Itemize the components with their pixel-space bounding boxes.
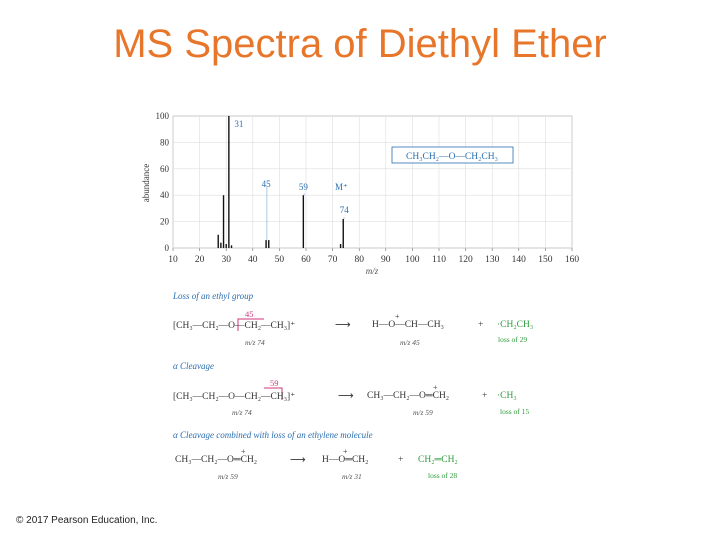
slide-title: MS Spectra of Diethyl Ether: [113, 22, 607, 66]
x-tick-label: 130: [485, 255, 500, 265]
mech1-plus: +: [478, 320, 484, 330]
x-tick-label: 110: [432, 255, 446, 265]
mech3-reactant-charge: +: [241, 447, 246, 456]
mech1-cut-label: 45: [245, 309, 254, 319]
x-tick-label: 90: [381, 255, 391, 265]
y-tick-label: 100: [156, 111, 170, 121]
y-tick-label: 60: [160, 164, 170, 174]
mech2-cut-bracket: [264, 387, 283, 400]
mech3-product: H—O═CH₂: [322, 455, 369, 465]
mech2-heading: α Cleavage: [173, 361, 214, 371]
chart-grid: [172, 115, 573, 251]
x-tick-label: 60: [301, 255, 311, 265]
mech1-product-mz: m/z 45: [400, 338, 420, 347]
peak-label: 45: [262, 179, 272, 189]
x-tick-label: 120: [458, 255, 473, 265]
mech3-neutral: CH₂═CH₂: [418, 455, 458, 465]
mech1-reactant: [CH₃—CH₂—O—CH₂—CH₃]⁺: [173, 321, 296, 331]
x-tick-label: 150: [538, 255, 553, 265]
mech2-loss: loss of 15: [500, 407, 530, 416]
mech1-product: H—O—CH—CH₃: [372, 320, 444, 330]
x-tick-label: 80: [354, 255, 364, 265]
x-tick-label: 160: [565, 255, 580, 265]
y-tick-label: 0: [165, 243, 170, 253]
mech1-reactant-mz: m/z 74: [245, 338, 265, 347]
y-tick-label: 20: [160, 217, 170, 227]
y-tick-label: 80: [160, 137, 170, 147]
x-tick-label: 100: [405, 255, 420, 265]
mech2-radical: ·CH₃: [497, 391, 517, 401]
mech2-product-mz: m/z 59: [413, 408, 433, 417]
peak-label: 74: [340, 205, 350, 215]
mech3-plus: +: [398, 455, 404, 465]
mech1-radical: ·CH₂CH₃: [497, 320, 534, 330]
x-tick-label: 40: [248, 255, 258, 265]
structure-box: [391, 146, 514, 164]
copyright-notice: © 2017 Pearson Education, Inc.: [16, 515, 158, 526]
mech1-heading: Loss of an ethyl group: [173, 291, 254, 301]
peak-label: 59: [299, 182, 309, 192]
mech3-product-mz: m/z 31: [342, 472, 362, 481]
mech3-reactant-mz: m/z 59: [218, 472, 238, 481]
mech3-product-charge: +: [343, 447, 348, 456]
y-axis-label: abundance: [141, 164, 151, 202]
mech2-product: CH₃—CH₂—O═CH₂: [367, 391, 450, 401]
peak-labels: 31 45 59 74: [234, 119, 350, 241]
mech2-product-charge: +: [433, 383, 438, 392]
mech1-arrow-icon: ⟶: [335, 318, 351, 331]
mech2-plus: +: [482, 391, 488, 401]
mech2-reactant-mz: m/z 74: [232, 408, 252, 417]
x-tick-label: 70: [328, 255, 338, 265]
mech1-product-charge: +: [395, 312, 400, 321]
x-tick-label: 30: [221, 255, 231, 265]
mech3-heading: α Cleavage combined with loss of an ethy…: [173, 430, 373, 440]
mech3-loss: loss of 28: [428, 471, 458, 480]
mass-spectrum-chart: 10 20 30 40 50 60 70 80 90 100 110 120 130 140 150 160 …: [141, 111, 579, 276]
mech2-reactant: [CH₃—CH₂—O—CH₂—CH₃]⁺: [173, 392, 296, 402]
chart-peaks: [217, 116, 344, 248]
molecular-ion-label: M⁺: [335, 182, 348, 192]
x-axis-label: m/z: [366, 266, 379, 276]
x-tick-labels: 10 20 30 40 50 60 70 80 90 100 110 120 130 140 150 160: [168, 255, 579, 265]
mech3-reactant: CH₃—CH₂—O═CH₂: [175, 455, 258, 465]
mech1-cut-bracket: [237, 318, 264, 331]
structure-label: CH₃CH₂—O—CH₂CH₃: [406, 152, 498, 162]
mech3-arrow-icon: ⟶: [290, 453, 306, 466]
plot-frame: [172, 115, 573, 249]
mech1-loss: loss of 29: [498, 335, 528, 344]
x-tick-label: 140: [512, 255, 527, 265]
mech2-arrow-icon: ⟶: [338, 389, 354, 402]
x-tick-label: 20: [195, 255, 205, 265]
x-tick-label: 10: [168, 255, 178, 265]
x-tick-label: 50: [275, 255, 285, 265]
mech2-cut-label: 59: [270, 378, 279, 388]
y-tick-labels: 0 20 40 60 80 100: [156, 111, 170, 253]
peak-label: 31: [234, 119, 243, 129]
y-tick-label: 40: [160, 190, 170, 200]
